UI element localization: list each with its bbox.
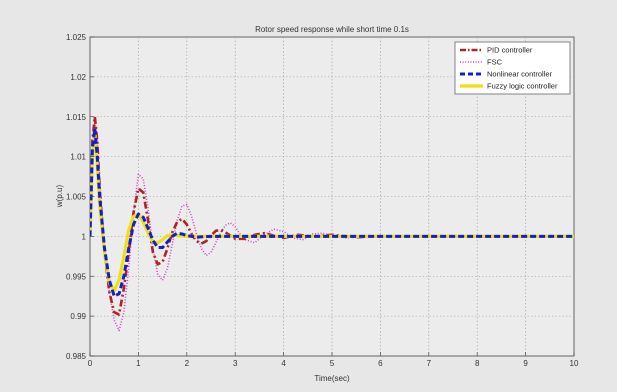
x-tick-label: 6 xyxy=(378,359,383,368)
x-tick-label: 5 xyxy=(330,359,335,368)
y-tick-label: 1.01 xyxy=(70,153,86,162)
x-tick-label: 9 xyxy=(523,359,528,368)
x-tick-label: 1 xyxy=(136,359,141,368)
legend-label-nonlinear: Nonlinear controller xyxy=(487,70,553,79)
x-axis-label: Time(sec) xyxy=(314,374,350,383)
legend-label-pid: PID controller xyxy=(487,46,533,55)
y-tick-label: 0.99 xyxy=(70,312,86,321)
y-tick-label: 1.005 xyxy=(66,193,87,202)
series-line-nonlinear xyxy=(90,127,574,298)
y-tick-label: 0.985 xyxy=(66,352,87,361)
y-tick-label: 1 xyxy=(82,232,87,241)
x-tick-label: 7 xyxy=(427,359,432,368)
x-tick-label: 0 xyxy=(88,359,93,368)
y-tick-label: 0.995 xyxy=(66,272,87,281)
chart-title: Rotor speed response while short time 0.… xyxy=(255,25,409,34)
x-tick-label: 4 xyxy=(281,359,286,368)
y-tick-label: 1.015 xyxy=(66,113,87,122)
y-axis-label: w(p.u) xyxy=(55,185,64,209)
legend: PID controller FSC Nonlinear controller … xyxy=(454,41,571,95)
x-tick-label: 8 xyxy=(475,359,480,368)
ticks: 0 1 2 3 4 5 6 7 8 9 10 0.985 0.99 0.995 1 1.005 1.01 1.01… xyxy=(66,33,579,368)
x-tick-label: 2 xyxy=(185,359,190,368)
series-group xyxy=(90,115,574,332)
legend-label-fuzzy: Fuzzy logic controller xyxy=(487,82,558,91)
x-tick-label: 3 xyxy=(233,359,238,368)
legend-label-fsc: FSC xyxy=(487,58,503,67)
y-tick-label: 1.02 xyxy=(70,73,86,82)
y-tick-label: 1.025 xyxy=(66,33,87,42)
x-tick-label: 10 xyxy=(570,359,579,368)
series-line-fsc xyxy=(90,119,574,332)
